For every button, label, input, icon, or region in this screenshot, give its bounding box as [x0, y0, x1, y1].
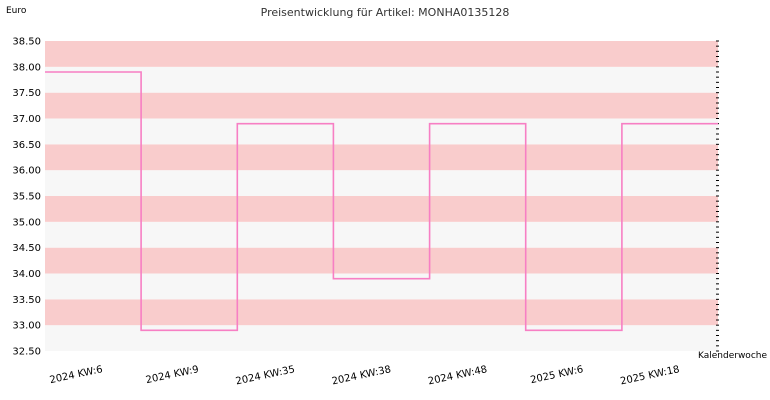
- background-band: [45, 118, 718, 145]
- y-tick-label: 34.50: [12, 243, 41, 254]
- y-tick-label: 33.50: [12, 295, 41, 306]
- background-band: [45, 325, 718, 351]
- price-series-line: [45, 71, 718, 332]
- background-band: [45, 247, 718, 274]
- chart-title: Preisentwicklung für Artikel: MONHA01351…: [260, 6, 510, 19]
- y-tick-label: 33.00: [12, 321, 41, 332]
- y-tick-label: 34.00: [12, 269, 41, 280]
- background-band: [45, 144, 718, 171]
- y-tick-label: 38.50: [12, 37, 41, 48]
- y-tick-label: 35.00: [12, 217, 41, 228]
- background-band: [45, 221, 718, 248]
- background-band: [45, 273, 718, 300]
- x-tick-label: 2025 KW:6: [529, 364, 584, 386]
- background-band: [45, 196, 718, 222]
- background-band: [45, 66, 718, 93]
- background-band: [45, 92, 718, 119]
- y-tick-label: 32.50: [12, 347, 41, 358]
- y-tick-label: 37.00: [12, 114, 41, 125]
- x-tick-label: 2024 KW:38: [331, 364, 392, 387]
- background-band: [45, 170, 718, 196]
- background-band: [45, 299, 718, 326]
- x-axis-label: Kalenderwoche: [698, 351, 768, 361]
- x-tick-label: 2024 KW:48: [427, 364, 488, 387]
- x-tick-label: 2024 KW:6: [49, 364, 104, 386]
- background-band: [45, 41, 718, 67]
- y-axis-label: Euro: [6, 6, 27, 16]
- y-tick-label: 37.50: [12, 88, 41, 99]
- y-tick-label: 36.50: [12, 140, 41, 151]
- x-tick-label: 2025 KW:18: [619, 364, 680, 387]
- y-tick-label: 36.00: [12, 166, 41, 177]
- y-tick-label: 35.50: [12, 192, 41, 203]
- x-tick-label: 2024 KW:35: [235, 364, 296, 387]
- x-tick-label: 2024 KW:9: [145, 364, 200, 386]
- y-tick-label: 38.00: [12, 62, 41, 73]
